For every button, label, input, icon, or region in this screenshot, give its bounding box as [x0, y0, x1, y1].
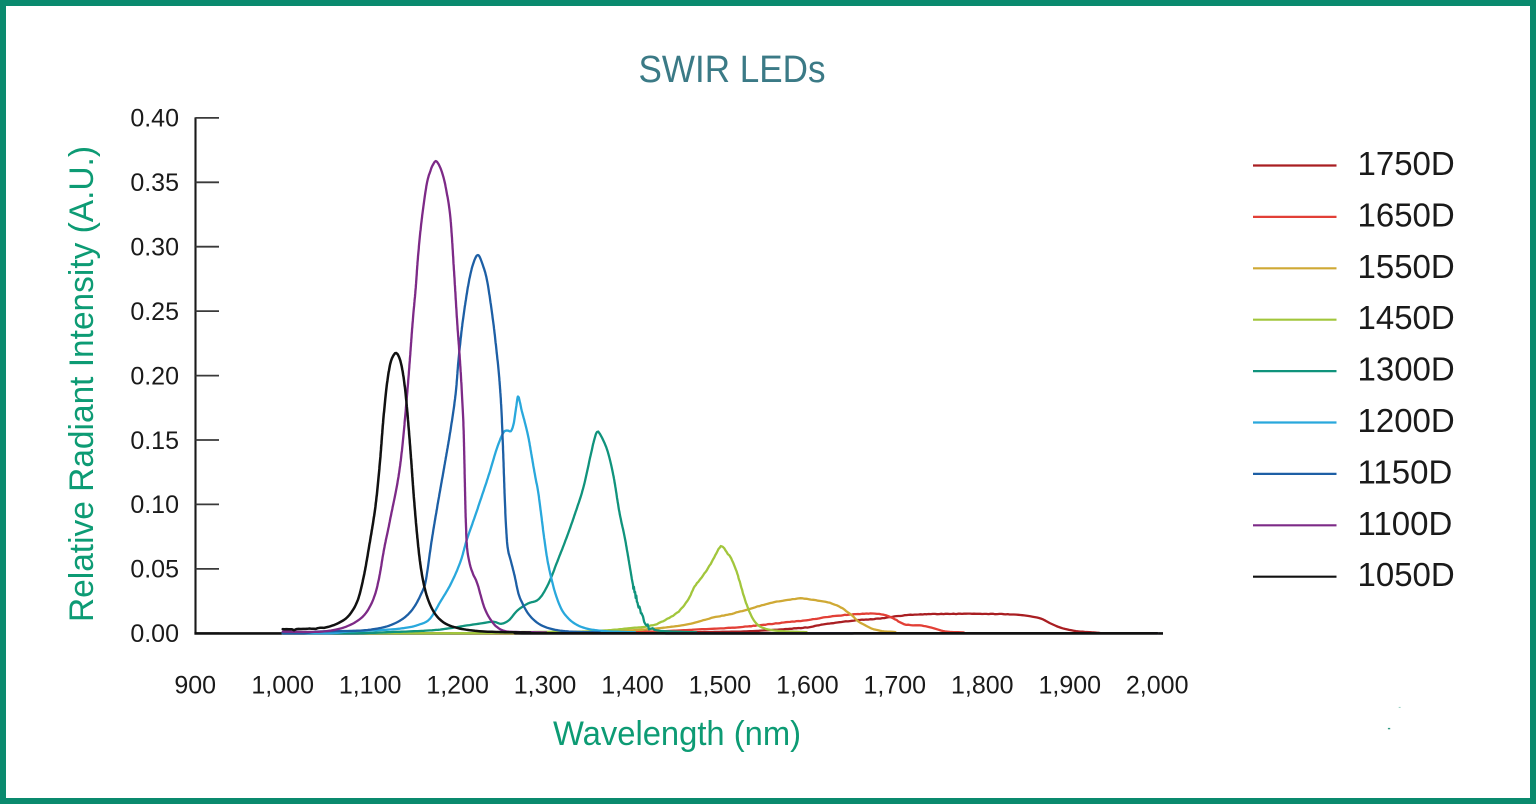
- svg-text:0.20: 0.20: [130, 362, 179, 390]
- svg-text:900: 900: [174, 672, 216, 700]
- svg-text:1050D: 1050D: [1358, 556, 1455, 593]
- svg-text:1200D: 1200D: [1358, 402, 1455, 439]
- svg-text:1,200: 1,200: [426, 672, 489, 700]
- svg-text:0.40: 0.40: [130, 105, 179, 133]
- svg-text:SWIR LEDs: SWIR LEDs: [639, 49, 826, 91]
- svg-text:1,500: 1,500: [689, 672, 752, 700]
- svg-text:0.30: 0.30: [130, 234, 179, 262]
- svg-text:0.00: 0.00: [130, 620, 179, 648]
- svg-text:1450D: 1450D: [1358, 299, 1455, 336]
- svg-text:1,100: 1,100: [339, 672, 402, 700]
- svg-text:0.25: 0.25: [130, 298, 179, 326]
- svg-text:0.10: 0.10: [130, 491, 179, 519]
- svg-text:1650D: 1650D: [1358, 196, 1455, 233]
- svg-text:0.35: 0.35: [130, 169, 179, 197]
- svg-text:Relative Radiant Intensity (A.: Relative Radiant Intensity (A.U.): [63, 146, 101, 622]
- svg-text:0.15: 0.15: [130, 427, 179, 455]
- svg-text:1300D: 1300D: [1358, 351, 1455, 388]
- svg-text:1,900: 1,900: [1039, 672, 1102, 700]
- svg-text:1,700: 1,700: [864, 672, 927, 700]
- svg-text:1,400: 1,400: [601, 672, 664, 700]
- svg-text:1100D: 1100D: [1358, 505, 1453, 542]
- svg-text:1,000: 1,000: [251, 672, 314, 700]
- svg-text:1750D: 1750D: [1358, 145, 1455, 182]
- svg-text:Wavelength (nm): Wavelength (nm): [553, 715, 801, 753]
- svg-text:0.05: 0.05: [130, 556, 179, 584]
- svg-text:2,000: 2,000: [1126, 672, 1189, 700]
- svg-text:1550D: 1550D: [1358, 248, 1455, 285]
- svg-text:1,600: 1,600: [776, 672, 839, 700]
- svg-text:1150D: 1150D: [1358, 453, 1453, 490]
- svg-text:1,800: 1,800: [951, 672, 1014, 700]
- svg-text:1,300: 1,300: [514, 672, 577, 700]
